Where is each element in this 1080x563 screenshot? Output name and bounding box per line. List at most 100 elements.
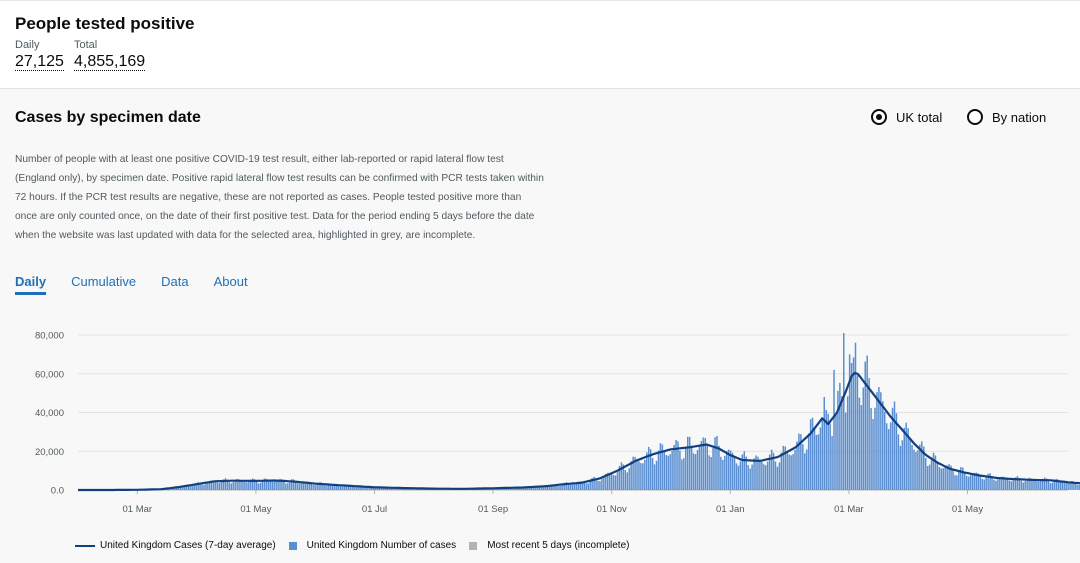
bar [228, 482, 231, 490]
bar [880, 392, 882, 490]
bar [345, 484, 348, 490]
bar [558, 486, 560, 490]
bar [671, 450, 673, 490]
bar [253, 479, 256, 490]
radio-selected-icon [871, 109, 887, 125]
bar [333, 484, 336, 490]
radio-uk-label: UK total [896, 109, 943, 125]
bar [798, 433, 800, 490]
bar [634, 456, 636, 490]
bar [618, 466, 621, 490]
bar [977, 473, 980, 490]
bar [304, 481, 307, 490]
bar [963, 471, 966, 490]
bar [296, 483, 299, 490]
x-tick-label: 01 Sep [478, 504, 508, 515]
bar [205, 483, 207, 490]
bar [889, 422, 892, 490]
bar [915, 451, 917, 490]
bar [983, 479, 985, 490]
bar [993, 479, 995, 490]
bar [248, 481, 250, 490]
bar [811, 417, 814, 490]
legend-item-incomplete[interactable]: Most recent 5 days (incomplete) [469, 540, 629, 551]
bar [833, 369, 835, 490]
bar [250, 479, 252, 490]
bar [1040, 480, 1042, 490]
bar [739, 461, 742, 490]
legend-item-cases[interactable]: United Kingdom Number of cases [288, 540, 456, 551]
bar [675, 439, 677, 490]
bar [1018, 477, 1021, 490]
bar [784, 446, 787, 490]
bar [768, 454, 771, 490]
bar [378, 487, 381, 490]
bar [620, 462, 623, 490]
bar [577, 482, 580, 490]
bar [630, 461, 632, 490]
bar [548, 485, 550, 490]
radio-by-nation[interactable]: By nation [967, 109, 1046, 125]
bar [349, 485, 352, 490]
bar [905, 422, 907, 490]
bar [903, 427, 905, 490]
bar [1053, 480, 1056, 490]
bar [690, 445, 693, 490]
bar [234, 479, 236, 490]
bar [367, 487, 369, 490]
bar [320, 482, 322, 490]
bar [883, 411, 886, 490]
bar [1002, 476, 1005, 490]
bar [981, 478, 984, 490]
bar [628, 468, 630, 490]
bar [1077, 484, 1079, 490]
bar [704, 438, 707, 490]
daily-value[interactable]: 27,125 [15, 53, 64, 71]
bar [230, 483, 233, 490]
bar [729, 450, 732, 490]
bar [907, 428, 909, 490]
bar [183, 485, 186, 490]
x-tick-label: 01 May [952, 504, 983, 515]
bar [384, 487, 387, 490]
bar [677, 441, 679, 490]
bar [326, 485, 328, 490]
legend-item-average[interactable]: United Kingdom Cases (7-day average) [75, 540, 276, 551]
radio-uk-total[interactable]: UK total [871, 109, 942, 125]
bar [601, 478, 603, 490]
bar [780, 452, 783, 490]
total-value[interactable]: 4,855,169 [74, 53, 146, 71]
bar [813, 427, 816, 490]
bar [1038, 481, 1040, 490]
bar [921, 441, 923, 490]
bar [259, 482, 262, 490]
bar [843, 333, 845, 490]
bar [579, 481, 582, 490]
bar [595, 478, 597, 490]
bar [724, 455, 726, 490]
bar [714, 437, 716, 490]
bar [926, 466, 929, 490]
x-tick-label: 01 Nov [597, 504, 627, 515]
bar [716, 436, 718, 490]
bar [794, 449, 796, 490]
bar [646, 452, 648, 490]
bar [942, 468, 945, 490]
bar [661, 444, 664, 490]
bar [347, 484, 350, 490]
tab-daily[interactable]: Daily [15, 274, 47, 295]
bar [882, 401, 884, 490]
bar [513, 487, 515, 490]
bar [923, 446, 925, 490]
radio-unselected-icon [967, 109, 983, 125]
bar [745, 456, 747, 490]
tab-cumulative[interactable]: Cumulative [71, 274, 137, 289]
bar [1022, 482, 1024, 490]
tab-data[interactable]: Data [161, 274, 189, 289]
tab-about[interactable]: About [213, 274, 248, 289]
bar [261, 480, 264, 490]
bar [544, 486, 547, 490]
bar [692, 453, 695, 490]
bar [805, 449, 808, 490]
bar [1032, 479, 1034, 490]
